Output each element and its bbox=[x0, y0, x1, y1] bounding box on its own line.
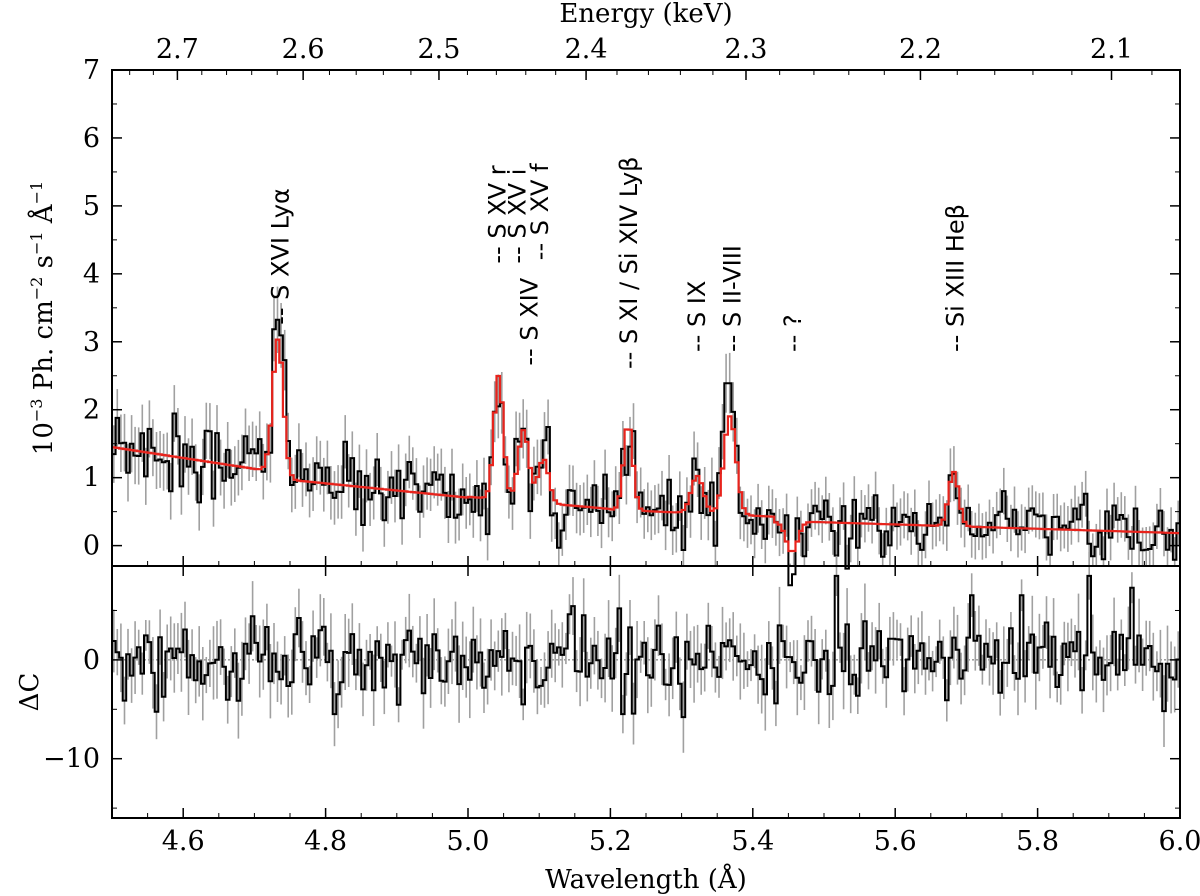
x-tick-label: 4.8 bbox=[304, 826, 347, 857]
residual-y-tick-label: 0 bbox=[83, 645, 100, 676]
energy-tick-label: 2.4 bbox=[565, 34, 608, 65]
x-tick-label: 5.2 bbox=[589, 826, 632, 857]
line-label: -- Si XIII Heβ bbox=[941, 204, 969, 352]
line-label: -- S IX bbox=[683, 281, 711, 352]
residuals-frame bbox=[111, 565, 1181, 819]
y-tick-label: 1 bbox=[83, 463, 100, 494]
y-tick-label: 2 bbox=[83, 395, 100, 426]
line-label: -- S XI / Si XIV Lyβ bbox=[615, 157, 643, 369]
model-step-line bbox=[112, 338, 1180, 553]
residual-y-tick-label: −10 bbox=[43, 744, 100, 775]
line-label: -- S II-VIII bbox=[718, 245, 746, 352]
line-label: -- ? bbox=[779, 314, 807, 352]
x-tick-label: 4.6 bbox=[162, 826, 205, 857]
line-identification-labels: -- S XVI Lyα -- S XV r-- S XV i-- S XV f -… bbox=[266, 157, 969, 369]
data-step-series bbox=[112, 318, 1180, 587]
y-tick-label: 0 bbox=[83, 531, 100, 562]
y-tick-label: 4 bbox=[83, 259, 100, 290]
x-tick-label: 5.4 bbox=[731, 826, 774, 857]
energy-tick-label: 2.1 bbox=[1090, 34, 1133, 65]
y-tick-label: 3 bbox=[83, 327, 100, 358]
energy-tick-label: 2.3 bbox=[725, 34, 768, 65]
y-tick-label: 6 bbox=[83, 123, 100, 154]
energy-tick-label: 2.2 bbox=[899, 34, 942, 65]
energy-tick-label: 2.7 bbox=[156, 34, 199, 65]
x-tick-label: 5.0 bbox=[447, 826, 490, 857]
line-label: -- S XV i bbox=[503, 169, 531, 264]
line-label: -- S XV f bbox=[526, 163, 554, 260]
residual-y-axis-title: ΔC bbox=[15, 673, 45, 712]
bottom-axis-title: Wavelength (Å) bbox=[545, 863, 747, 895]
spectrum-y-axis-title: 10−3 Ph. cm−2 s−1 Å−1 bbox=[27, 181, 59, 455]
energy-tick-label: 2.6 bbox=[282, 34, 325, 65]
model-step-series bbox=[112, 338, 1180, 553]
top-axis-title: Energy (keV) bbox=[559, 0, 732, 29]
residual-step-series bbox=[112, 574, 1180, 719]
spectrum-panel: -- S XVI Lyα -- S XV r-- S XV i-- S XV f -… bbox=[83, 34, 1181, 587]
y-tick-label: 5 bbox=[83, 191, 100, 222]
spectrum-axis-ticks: 2.7 2.6 2.5 2.4 2.3 2.2 2.1 0 1 2 3 4 5 6 7 bbox=[83, 34, 1181, 566]
x-tick-label: 5.6 bbox=[874, 826, 917, 857]
residuals-panel: 4.6 4.8 5.0 5.2 5.4 5.6 5.8 6.0 0 −10 bbox=[43, 552, 1200, 857]
y-tick-label: 7 bbox=[83, 55, 100, 86]
residual-axis-ticks: 4.6 4.8 5.0 5.2 5.4 5.6 5.8 6.0 0 −10 bbox=[43, 566, 1200, 857]
line-label: -- S XV r bbox=[484, 165, 512, 263]
data-step-line bbox=[112, 318, 1180, 587]
x-tick-label: 5.8 bbox=[1016, 826, 1059, 857]
energy-tick-label: 2.5 bbox=[417, 34, 460, 65]
x-tick-label: 6.0 bbox=[1159, 826, 1200, 857]
line-label: -- S XVI Lyα bbox=[266, 188, 294, 325]
residual-step-line bbox=[112, 574, 1180, 719]
line-label: -- S XIV bbox=[516, 277, 544, 365]
